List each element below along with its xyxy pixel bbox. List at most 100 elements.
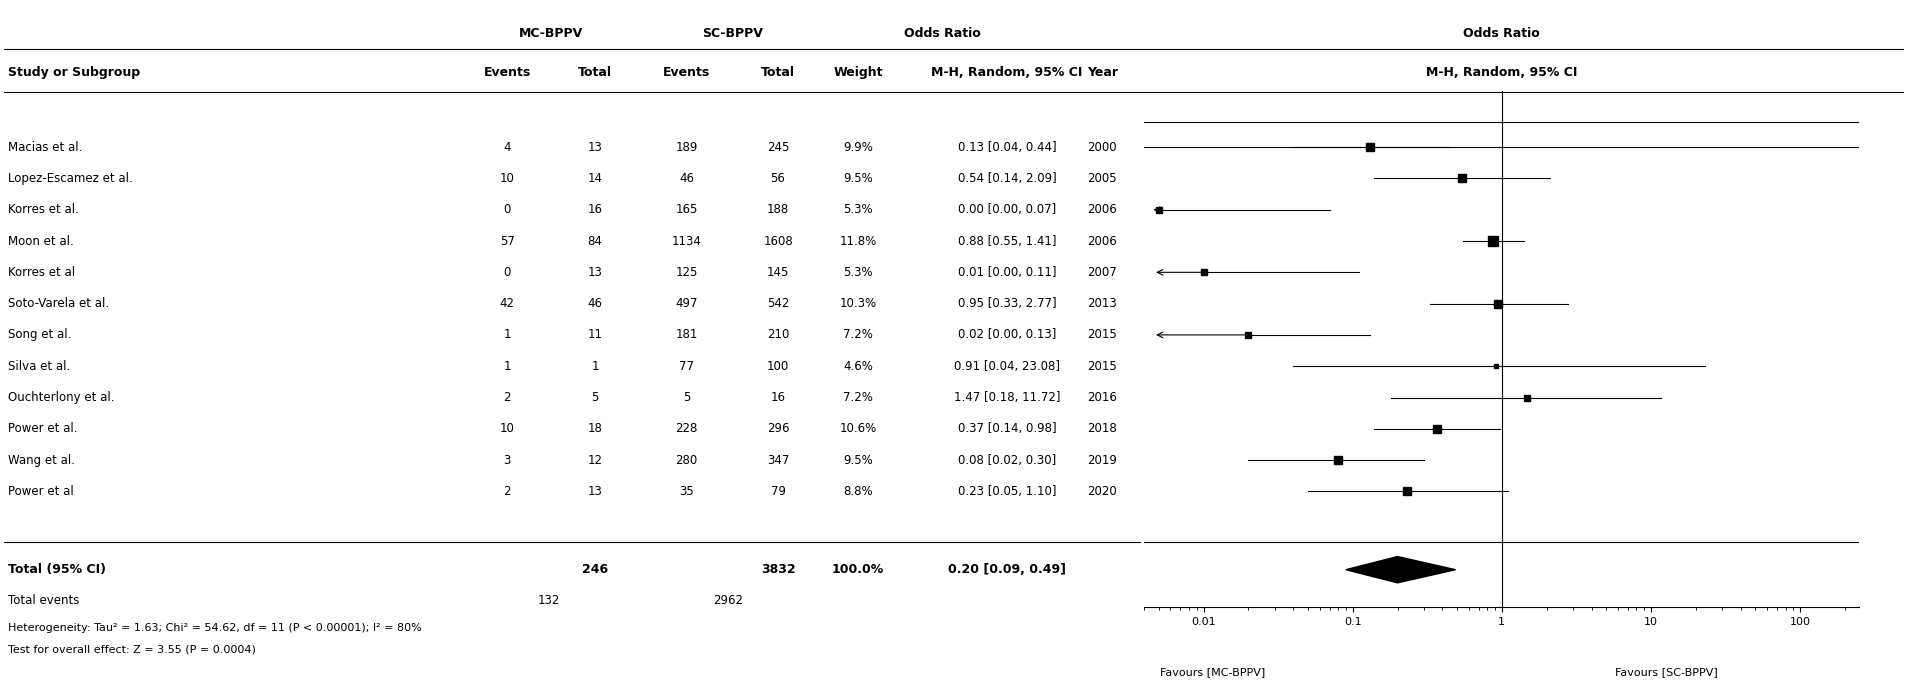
Text: 188: 188 bbox=[767, 203, 789, 216]
Text: 7.2%: 7.2% bbox=[843, 329, 873, 341]
Text: 542: 542 bbox=[767, 297, 789, 310]
Text: 10.6%: 10.6% bbox=[839, 422, 877, 436]
Text: 100.0%: 100.0% bbox=[831, 563, 885, 576]
Text: Moon et al.: Moon et al. bbox=[8, 235, 72, 248]
Text: 296: 296 bbox=[767, 422, 789, 436]
Text: Ouchterlony et al.: Ouchterlony et al. bbox=[8, 391, 114, 404]
Text: 347: 347 bbox=[767, 454, 789, 467]
Text: 280: 280 bbox=[675, 454, 698, 467]
Text: 11: 11 bbox=[587, 329, 603, 341]
Text: 0.08 [0.02, 0.30]: 0.08 [0.02, 0.30] bbox=[957, 454, 1056, 467]
Text: 56: 56 bbox=[770, 172, 786, 185]
Polygon shape bbox=[1346, 556, 1455, 583]
Text: 0.54 [0.14, 2.09]: 0.54 [0.14, 2.09] bbox=[957, 172, 1056, 185]
Text: 2: 2 bbox=[503, 391, 511, 404]
Text: 0.13 [0.04, 0.44]: 0.13 [0.04, 0.44] bbox=[957, 140, 1056, 154]
Text: M-H, Random, 95% CI: M-H, Random, 95% CI bbox=[1426, 66, 1577, 79]
Text: 210: 210 bbox=[767, 329, 789, 341]
Text: 1: 1 bbox=[503, 329, 511, 341]
Text: 12: 12 bbox=[587, 454, 603, 467]
Text: Korres et al: Korres et al bbox=[8, 266, 74, 279]
Text: 46: 46 bbox=[679, 172, 694, 185]
Text: 2: 2 bbox=[503, 485, 511, 498]
Text: 0.88 [0.55, 1.41]: 0.88 [0.55, 1.41] bbox=[957, 235, 1056, 248]
Text: 245: 245 bbox=[767, 140, 789, 154]
Text: Korres et al.: Korres et al. bbox=[8, 203, 78, 216]
Text: Total: Total bbox=[578, 66, 612, 79]
Text: 35: 35 bbox=[679, 485, 694, 498]
Text: 10: 10 bbox=[500, 172, 515, 185]
Text: 189: 189 bbox=[675, 140, 698, 154]
Text: Favours [SC-BPPV]: Favours [SC-BPPV] bbox=[1615, 667, 1718, 676]
Text: 4: 4 bbox=[503, 140, 511, 154]
Text: SC-BPPV: SC-BPPV bbox=[702, 27, 763, 40]
Text: Wang et al.: Wang et al. bbox=[8, 454, 74, 467]
Text: Lopez-Escamez et al.: Lopez-Escamez et al. bbox=[8, 172, 132, 185]
Text: 497: 497 bbox=[675, 297, 698, 310]
Text: 1.47 [0.18, 11.72]: 1.47 [0.18, 11.72] bbox=[954, 391, 1060, 404]
Text: Total events: Total events bbox=[8, 595, 78, 607]
Text: 246: 246 bbox=[582, 563, 608, 576]
Text: 57: 57 bbox=[500, 235, 515, 248]
Text: 5.3%: 5.3% bbox=[843, 203, 873, 216]
Text: Study or Subgroup: Study or Subgroup bbox=[8, 66, 139, 79]
Text: 2962: 2962 bbox=[713, 595, 744, 607]
Text: Total (95% CI): Total (95% CI) bbox=[8, 563, 105, 576]
Text: Total: Total bbox=[761, 66, 795, 79]
Text: 2015: 2015 bbox=[1087, 329, 1118, 341]
Text: 2020: 2020 bbox=[1087, 485, 1118, 498]
Text: 1134: 1134 bbox=[671, 235, 702, 248]
Text: 0.23 [0.05, 1.10]: 0.23 [0.05, 1.10] bbox=[957, 485, 1056, 498]
Text: Odds Ratio: Odds Ratio bbox=[1463, 27, 1541, 40]
Text: Soto-Varela et al.: Soto-Varela et al. bbox=[8, 297, 109, 310]
Text: 9.9%: 9.9% bbox=[843, 140, 873, 154]
Text: 13: 13 bbox=[587, 140, 603, 154]
Text: 79: 79 bbox=[770, 485, 786, 498]
Text: 181: 181 bbox=[675, 329, 698, 341]
Text: 13: 13 bbox=[587, 266, 603, 279]
Text: 4.6%: 4.6% bbox=[843, 359, 873, 373]
Text: Weight: Weight bbox=[833, 66, 883, 79]
Text: 5.3%: 5.3% bbox=[843, 266, 873, 279]
Text: MC-BPPV: MC-BPPV bbox=[519, 27, 584, 40]
Text: 0.02 [0.00, 0.13]: 0.02 [0.00, 0.13] bbox=[957, 329, 1056, 341]
Text: 10: 10 bbox=[500, 422, 515, 436]
Text: Macias et al.: Macias et al. bbox=[8, 140, 82, 154]
Text: 1608: 1608 bbox=[763, 235, 793, 248]
Text: 18: 18 bbox=[587, 422, 603, 436]
Text: 0: 0 bbox=[503, 203, 511, 216]
Text: 42: 42 bbox=[500, 297, 515, 310]
Text: Test for overall effect: Z = 3.55 (P = 0.0004): Test for overall effect: Z = 3.55 (P = 0… bbox=[8, 644, 256, 655]
Text: 3: 3 bbox=[503, 454, 511, 467]
Text: 2000: 2000 bbox=[1087, 140, 1118, 154]
Text: 2006: 2006 bbox=[1087, 203, 1118, 216]
Text: 165: 165 bbox=[675, 203, 698, 216]
Text: 0.37 [0.14, 0.98]: 0.37 [0.14, 0.98] bbox=[957, 422, 1056, 436]
Text: 145: 145 bbox=[767, 266, 789, 279]
Text: 10.3%: 10.3% bbox=[839, 297, 877, 310]
Text: 125: 125 bbox=[675, 266, 698, 279]
Text: 11.8%: 11.8% bbox=[839, 235, 877, 248]
Text: 3832: 3832 bbox=[761, 563, 795, 576]
Text: 2016: 2016 bbox=[1087, 391, 1118, 404]
Text: 0.01 [0.00, 0.11]: 0.01 [0.00, 0.11] bbox=[957, 266, 1056, 279]
Text: 2015: 2015 bbox=[1087, 359, 1118, 373]
Text: 84: 84 bbox=[587, 235, 603, 248]
Text: 16: 16 bbox=[770, 391, 786, 404]
Text: Events: Events bbox=[664, 66, 709, 79]
Text: 2019: 2019 bbox=[1087, 454, 1118, 467]
Text: 77: 77 bbox=[679, 359, 694, 373]
Text: 9.5%: 9.5% bbox=[843, 172, 873, 185]
Text: 2007: 2007 bbox=[1087, 266, 1118, 279]
Text: 8.8%: 8.8% bbox=[843, 485, 873, 498]
Text: 228: 228 bbox=[675, 422, 698, 436]
Text: Power et al: Power et al bbox=[8, 485, 72, 498]
Text: 16: 16 bbox=[587, 203, 603, 216]
Text: 9.5%: 9.5% bbox=[843, 454, 873, 467]
Text: 2013: 2013 bbox=[1087, 297, 1118, 310]
Text: 2006: 2006 bbox=[1087, 235, 1118, 248]
Text: Year: Year bbox=[1087, 66, 1118, 79]
Text: 1: 1 bbox=[503, 359, 511, 373]
Text: 7.2%: 7.2% bbox=[843, 391, 873, 404]
Text: Silva et al.: Silva et al. bbox=[8, 359, 71, 373]
